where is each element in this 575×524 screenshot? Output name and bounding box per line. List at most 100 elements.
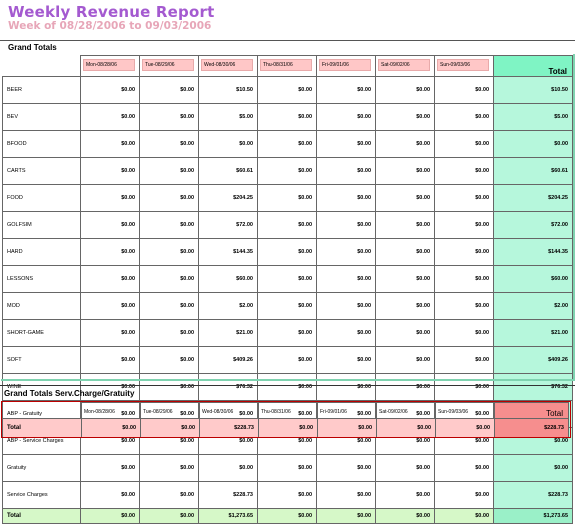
value-cell: $0.00 — [434, 157, 494, 185]
value-cell: $0.00 — [375, 157, 435, 185]
value-cell: $0.00 — [316, 184, 376, 212]
value-cell: $0.00 — [80, 481, 140, 509]
value-cell: $228.73 — [198, 481, 258, 509]
total-row: Total $0.00 $0.00 $1,273.65 $0.00 $0.00 $0.00 $… — [2, 508, 573, 524]
report-title: Weekly Revenue Report — [8, 3, 215, 21]
value-cell: $60.61 — [198, 157, 258, 185]
value-cell: $1,273.65 — [198, 508, 258, 524]
value-cell: $0.00 — [257, 346, 317, 374]
value-cell: $0.00 — [375, 211, 435, 239]
row-label: Service Charges — [2, 481, 81, 509]
value-cell: $0.00 — [139, 292, 199, 320]
row-total-cell: $76.32 — [493, 373, 573, 401]
row-total-cell: $21.00 — [493, 319, 573, 347]
value-cell: $0.00 — [139, 157, 199, 185]
day-header-label: Sat-09/02/06 — [379, 408, 408, 415]
day-header-label: Sun-09/03/06 — [437, 59, 489, 71]
row-total-cell: $228.73 — [494, 418, 569, 438]
day-header: Sun-09/03/06 — [435, 402, 495, 419]
value-cell: $0.00 — [257, 481, 317, 509]
value-cell: $0.00 — [434, 238, 494, 266]
value-cell: $0.00 — [80, 508, 140, 524]
day-header-label: Mon-08/28/06 — [84, 408, 115, 415]
value-cell: $0.00 — [139, 130, 199, 158]
value-cell: $0.00 — [434, 373, 494, 401]
day-header: Mon-08/28/06 — [81, 402, 141, 419]
value-cell: $0.00 — [80, 319, 140, 347]
day-header: Thu-08/31/06 — [258, 402, 318, 419]
divider — [0, 40, 575, 41]
value-cell: $0.00 — [316, 265, 376, 293]
table-row: Service Charges $0.00 $0.00 $228.73 $0.00 $0.… — [2, 481, 573, 509]
table-row: CARTS $0.00 $0.00 $60.61 $0.00 $0.00 $0.00 $0.0… — [2, 157, 573, 185]
day-header: Sat-09/02/06 — [375, 55, 435, 77]
value-cell: $0.00 — [257, 508, 317, 524]
day-header-label: Fri-09/01/06 — [320, 408, 347, 415]
day-header: Thu-08/31/06 — [257, 55, 317, 77]
value-cell: $0.00 — [139, 265, 199, 293]
day-header-label: Sun-09/03/06 — [438, 408, 469, 415]
day-header: Sat-09/02/06 — [376, 402, 436, 419]
value-cell: $0.00 — [316, 373, 376, 401]
day-header: Sun-09/03/06 — [434, 55, 494, 77]
value-cell: $0.00 — [375, 265, 435, 293]
day-header-label: Thu-08/31/06 — [261, 408, 291, 415]
row-label: MOD — [2, 292, 81, 320]
value-cell: $21.00 — [198, 319, 258, 347]
row-label: CARTS — [2, 157, 81, 185]
total-column-header: Total — [494, 402, 569, 419]
table-row: MOD $0.00 $0.00 $2.00 $0.00 $0.00 $0.00 $0.00 $2… — [2, 292, 573, 320]
serv-totals-label: Grand Totals Serv.Charge/Gratuity — [4, 389, 135, 398]
value-cell: $0.00 — [316, 508, 376, 524]
value-cell: $0.00 — [257, 454, 317, 482]
day-header: Fri-09/01/06 — [316, 55, 376, 77]
value-cell: $0.00 — [434, 130, 494, 158]
value-cell: $0.00 — [257, 238, 317, 266]
value-cell: $0.00 — [257, 130, 317, 158]
table-row: BEER $0.00 $0.00 $10.50 $0.00 $0.00 $0.00 $0.00… — [2, 76, 573, 104]
table-row: HARD $0.00 $0.00 $144.35 $0.00 $0.00 $0.00 $0.0… — [2, 238, 573, 266]
value-cell: $0.00 — [375, 454, 435, 482]
grand-totals-table: Mon-08/28/06 Tue-08/29/06 Wed-08/30/06 T… — [2, 55, 573, 524]
value-cell: $0.00 — [434, 346, 494, 374]
value-cell: $0.00 — [139, 481, 199, 509]
row-label: Total — [2, 418, 82, 438]
value-cell: $0.00 — [434, 481, 494, 509]
value-cell: $0.00 — [257, 76, 317, 104]
row-label: LESSONS — [2, 265, 81, 293]
value-cell: $0.00 — [434, 454, 494, 482]
value-cell: $204.25 — [198, 184, 258, 212]
value-cell: $144.35 — [198, 238, 258, 266]
value-cell: $0.00 — [375, 373, 435, 401]
day-header-label: Thu-08/31/06 — [260, 59, 312, 71]
header-blank-cell — [2, 402, 82, 419]
value-cell: $0.00 — [139, 319, 199, 347]
serv-totals-table: Mon-08/28/06 Tue-08/29/06 Wed-08/30/06 T… — [2, 402, 569, 438]
row-total-cell: $144.35 — [493, 238, 573, 266]
value-cell: $0.00 — [316, 130, 376, 158]
value-cell: $0.00 — [434, 211, 494, 239]
value-cell: $0.00 — [140, 418, 200, 438]
value-cell: $0.00 — [80, 265, 140, 293]
table-row: BFOOD $0.00 $0.00 $0.00 $0.00 $0.00 $0.00 $0.00… — [2, 130, 573, 158]
row-label: FOOD — [2, 184, 81, 212]
table-row: GOLFSIM $0.00 $0.00 $72.00 $0.00 $0.00 $0.00 $0… — [2, 211, 573, 239]
value-cell: $0.00 — [434, 292, 494, 320]
value-cell: $0.00 — [316, 454, 376, 482]
day-header-label: Sat-09/02/06 — [378, 59, 430, 71]
value-cell: $76.32 — [198, 373, 258, 401]
day-header: Tue-08/29/06 — [139, 55, 199, 77]
row-label: BEV — [2, 103, 81, 131]
value-cell: $0.00 — [435, 418, 495, 438]
row-label: SHORT-GAME — [2, 319, 81, 347]
row-label: Gratuity — [2, 454, 81, 482]
value-cell: $0.00 — [434, 76, 494, 104]
value-cell: $0.00 — [80, 130, 140, 158]
row-total-cell: $72.00 — [493, 211, 573, 239]
value-cell: $0.00 — [80, 346, 140, 374]
value-cell: $0.00 — [434, 508, 494, 524]
value-cell: $0.00 — [316, 157, 376, 185]
value-cell: $0.00 — [80, 76, 140, 104]
value-cell: $0.00 — [316, 319, 376, 347]
value-cell: $0.00 — [257, 265, 317, 293]
